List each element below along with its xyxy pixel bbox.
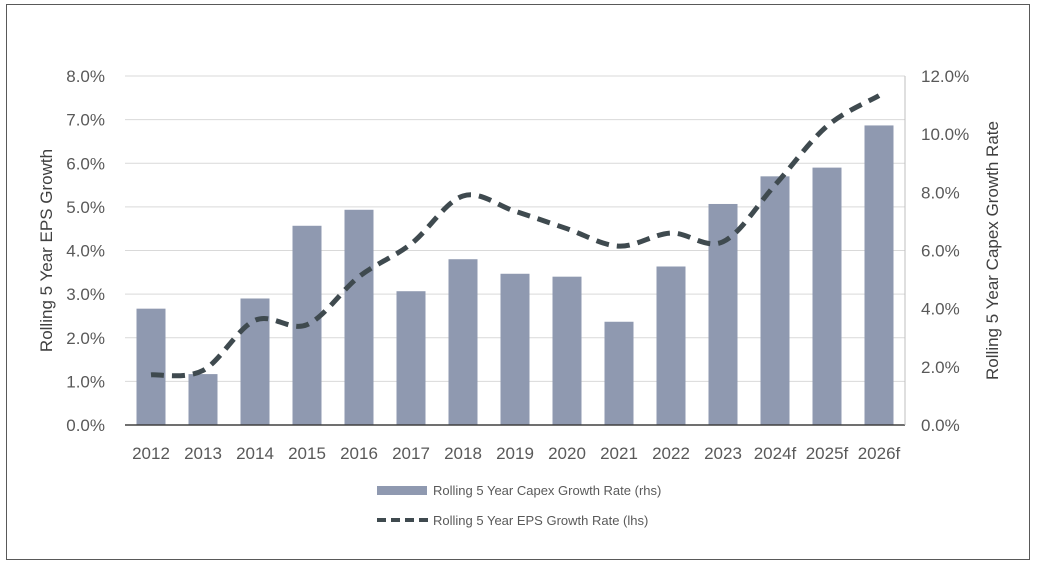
capex-bar xyxy=(864,125,894,426)
capex-bar xyxy=(344,209,374,425)
right-tick-label: 12.0% xyxy=(921,67,969,86)
x-tick-label: 2016 xyxy=(340,444,378,463)
right-tick-label: 4.0% xyxy=(921,300,960,319)
right-axis-ticks: 0.0% 2.0% 4.0% 6.0% 8.0% 10.0% 12.0% xyxy=(921,67,969,435)
left-tick-label: 2.0% xyxy=(66,329,105,348)
right-tick-label: 2.0% xyxy=(921,358,960,377)
x-tick-label: 2012 xyxy=(132,444,170,463)
right-tick-label: 10.0% xyxy=(921,125,969,144)
capex-bar xyxy=(708,203,738,425)
left-tick-label: 3.0% xyxy=(66,285,105,304)
left-tick-label: 0.0% xyxy=(66,416,105,435)
capex-bar xyxy=(604,321,634,425)
capex-bar xyxy=(136,308,166,425)
bar-series xyxy=(136,125,894,426)
right-tick-label: 8.0% xyxy=(921,183,960,202)
capex-bar xyxy=(760,176,790,425)
left-tick-label: 7.0% xyxy=(66,111,105,130)
capex-bar xyxy=(188,374,218,425)
legend: Rolling 5 Year Capex Growth Rate (rhs) R… xyxy=(377,483,661,528)
capex-bar xyxy=(448,259,478,425)
right-tick-label: 0.0% xyxy=(921,416,960,435)
right-tick-label: 6.0% xyxy=(921,242,960,261)
x-tick-label: 2021 xyxy=(600,444,638,463)
x-tick-label: 2013 xyxy=(184,444,222,463)
x-tick-label: 2014 xyxy=(236,444,274,463)
capex-bar xyxy=(552,276,582,425)
legend-bar-label: Rolling 5 Year Capex Growth Rate (rhs) xyxy=(433,483,661,498)
x-axis-ticks: 2012 2013 2014 2015 2016 2017 2018 2019 2020 2021… xyxy=(132,444,900,463)
x-tick-label: 2022 xyxy=(652,444,690,463)
x-tick-label: 2026f xyxy=(858,444,901,463)
left-tick-label: 6.0% xyxy=(66,154,105,173)
left-tick-label: 5.0% xyxy=(66,198,105,217)
x-tick-label: 2019 xyxy=(496,444,534,463)
x-tick-label: 2018 xyxy=(444,444,482,463)
x-tick-label: 2015 xyxy=(288,444,326,463)
x-tick-label: 2025f xyxy=(806,444,849,463)
x-tick-label: 2024f xyxy=(754,444,797,463)
legend-bar-swatch xyxy=(377,486,427,495)
left-axis-title: Rolling 5 Year EPS Growth xyxy=(37,149,56,352)
x-tick-label: 2023 xyxy=(704,444,742,463)
capex-bar xyxy=(500,273,530,425)
left-tick-label: 1.0% xyxy=(66,372,105,391)
capex-bar xyxy=(656,266,686,425)
left-tick-label: 4.0% xyxy=(66,242,105,261)
capex-bar xyxy=(396,291,426,425)
legend-line-label: Rolling 5 Year EPS Growth Rate (lhs) xyxy=(433,513,648,528)
x-tick-label: 2017 xyxy=(392,444,430,463)
capex-bar xyxy=(812,167,842,426)
right-axis-title: Rolling 5 Year Capex Growth Rate xyxy=(983,121,1002,380)
left-tick-label: 8.0% xyxy=(66,67,105,86)
x-tick-label: 2020 xyxy=(548,444,586,463)
left-axis-ticks: 0.0% 1.0% 2.0% 3.0% 4.0% 5.0% 6.0% 7.0% 8.0% xyxy=(66,67,105,435)
